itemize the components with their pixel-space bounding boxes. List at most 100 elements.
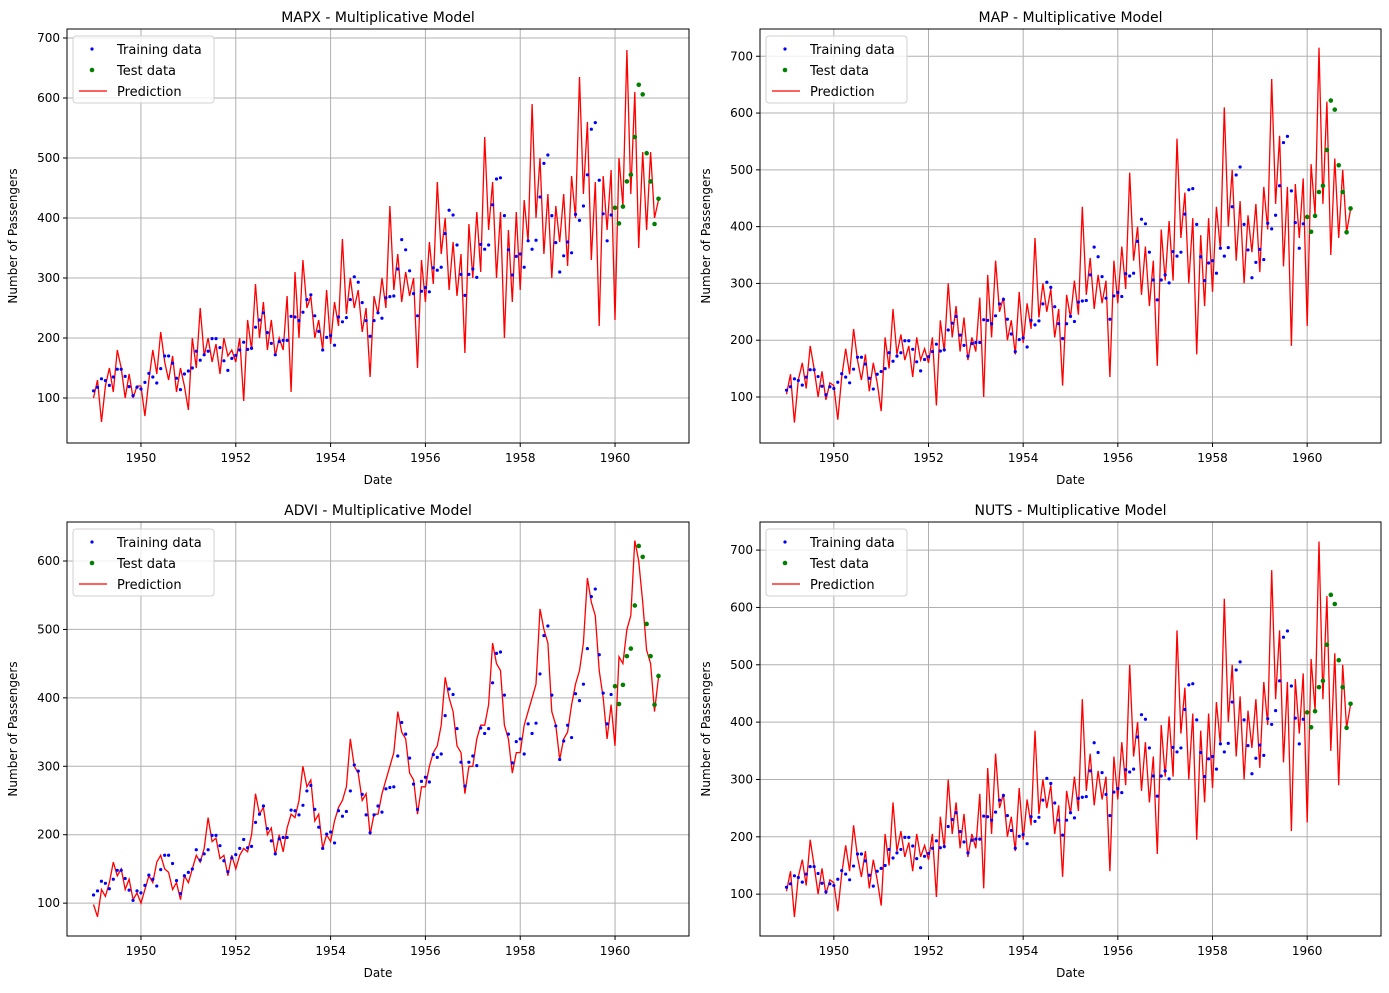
training-point [143,883,147,887]
training-point [439,752,443,756]
training-point [581,682,586,686]
training-point [585,646,589,651]
training-point [903,835,907,839]
training-point [526,722,530,726]
training-point [1025,345,1029,349]
training-point [986,815,990,819]
training-point [1293,221,1297,225]
training-point [1206,757,1211,761]
training-point [1167,281,1171,285]
x-tick-label: 1950 [126,451,157,465]
y-tick-label: 400 [37,211,60,225]
x-axis-label: Date [1056,966,1085,980]
training-point [970,342,974,346]
y-tick-label: 100 [730,887,753,901]
training-point [281,835,285,840]
training-point [388,295,392,299]
training-point [1001,793,1006,798]
x-tick-label: 1958 [1197,944,1228,958]
training-point [875,869,879,873]
test-point [1304,710,1310,715]
training-point [1041,302,1045,306]
training-point [514,254,518,258]
training-point [828,882,832,886]
legend-label: Prediction [810,85,875,100]
training-point [1258,743,1262,747]
training-point [293,315,297,319]
training-point [510,273,514,277]
training-point [356,769,360,773]
training-point [218,346,222,350]
training-point [1222,750,1226,754]
training-point [1191,186,1195,191]
y-tick-label: 200 [730,333,753,347]
training-point [1171,745,1175,749]
training-point [475,764,479,768]
chart-title: ADVI - Multiplicative Model [284,503,472,519]
legend-label: Prediction [117,85,182,100]
training-point [1084,298,1088,303]
test-point [1340,684,1345,690]
training-point [974,837,978,841]
training-point [522,265,526,269]
training-point [922,357,927,362]
training-point [1274,709,1278,713]
training-point [919,369,923,373]
training-point [816,374,820,379]
training-point [784,885,789,889]
test-point [1320,678,1326,684]
legend-test-marker [89,67,95,73]
training-point [550,693,554,697]
training-point [1242,222,1246,226]
training-point [490,681,495,685]
training-point [867,873,871,877]
training-point [1053,305,1057,309]
training-point [494,651,499,655]
training-point [922,854,927,858]
training-point [1064,818,1069,822]
training-point [1206,261,1211,265]
training-point [1092,741,1096,745]
training-point [942,844,946,849]
test-point [612,205,618,211]
training-point [946,328,950,332]
training-point [1147,250,1151,254]
training-point [990,322,994,326]
training-point [301,310,305,314]
training-point [1108,813,1112,818]
legend-training-marker [90,540,94,544]
training-point [538,672,542,676]
training-point [597,178,601,182]
y-tick-label: 700 [37,31,60,45]
training-point [459,760,463,764]
training-point [455,727,459,731]
training-point [234,852,238,857]
training-point [238,348,242,352]
x-tick-label: 1954 [1008,451,1039,465]
training-point [1080,299,1084,303]
test-point [656,196,661,202]
chart-title: MAP - Multiplicative Model [979,10,1163,26]
training-point [851,864,856,868]
training-point [1301,717,1305,721]
training-point [1285,134,1290,138]
test-point [636,82,642,88]
training-point [1088,769,1092,773]
test-point [1312,213,1318,219]
y-tick-label: 600 [37,554,60,568]
training-point [249,346,254,350]
training-point [1005,813,1009,818]
training-point [1230,205,1234,209]
training-point [581,204,586,208]
legend-label: Test data [809,64,869,79]
test-point [1304,214,1310,220]
training-point [867,376,871,380]
training-point [585,173,589,177]
training-point [974,340,978,345]
training-point [1270,722,1274,727]
training-point [494,177,499,181]
training-point [1254,260,1258,265]
training-point [1266,221,1270,225]
training-point [1234,173,1238,177]
training-point [1135,239,1140,243]
